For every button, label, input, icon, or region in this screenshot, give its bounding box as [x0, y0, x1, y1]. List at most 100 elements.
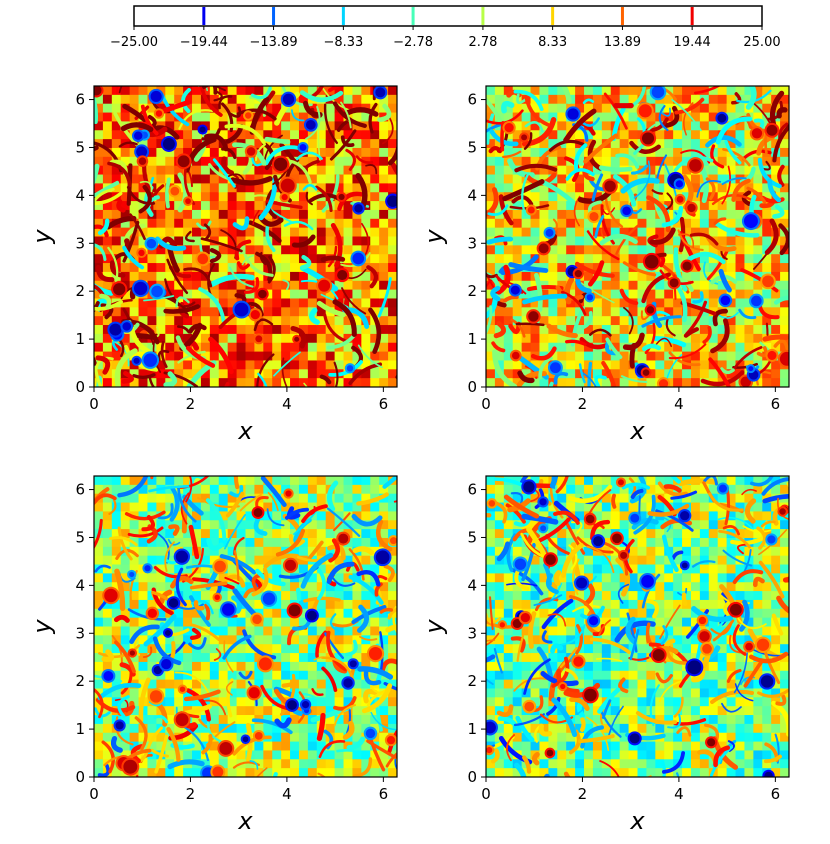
field-cell: [192, 511, 202, 521]
field-cell: [566, 476, 576, 486]
field-filament: [340, 101, 352, 129]
field-cell: [512, 121, 523, 131]
field-cell: [690, 378, 701, 387]
field-cell: [530, 298, 541, 308]
field-cell: [379, 245, 389, 255]
field-cell: [637, 209, 648, 220]
field-cell: [138, 209, 149, 220]
field-cell: [129, 599, 140, 610]
field-cell: [174, 608, 184, 619]
field-cell: [539, 183, 549, 193]
field-cell: [218, 732, 229, 743]
field-cell: [209, 218, 220, 229]
field-cell: [637, 156, 648, 167]
field-cell: [361, 626, 371, 636]
field-cell: [548, 715, 558, 725]
field-cell: [388, 715, 397, 725]
field-filament: [94, 163, 100, 187]
field-cell: [539, 289, 549, 300]
field-cell: [753, 174, 763, 184]
field-filament: [129, 624, 161, 645]
colorbar: −25.00 −19.44 −13.89 −8.33 −2.78 2.78 8.33 13.8…: [110, 5, 781, 50]
field-cell: [655, 103, 665, 114]
field-cell: [370, 112, 380, 123]
field-cell: [236, 325, 247, 335]
field-cell: [655, 192, 665, 202]
field-cell: [486, 360, 496, 370]
field-cell: [690, 112, 701, 123]
field-filament: [279, 673, 296, 716]
field-cell: [735, 325, 746, 335]
field-filament: [382, 476, 397, 489]
field-cell: [290, 476, 300, 486]
field-cell: [272, 484, 282, 495]
field-cell: [584, 236, 594, 246]
field-filament: [564, 276, 575, 305]
field-cell: [592, 121, 603, 131]
field-cell: [147, 537, 157, 548]
field-cell: [370, 333, 380, 344]
field-filament: [705, 177, 716, 200]
field-cell: [780, 289, 789, 300]
field-filament: [198, 287, 226, 323]
field-cell: [566, 360, 576, 370]
field-cell: [120, 564, 131, 574]
field-cell: [209, 369, 220, 379]
field-cell: [254, 254, 264, 264]
field-cell: [361, 555, 371, 566]
field-filament: [164, 541, 175, 572]
field-cell: [610, 201, 621, 211]
field-cell: [664, 147, 674, 158]
field-cell: [726, 183, 737, 193]
field-cell: [281, 591, 291, 601]
field-cell: [156, 218, 166, 229]
field-cell: [102, 351, 113, 362]
field-cell: [245, 493, 256, 504]
field-cell: [352, 280, 362, 291]
field-cell: [227, 732, 238, 743]
field-cell: [753, 139, 763, 149]
field-cell: [298, 661, 309, 672]
field-cell: [494, 511, 505, 521]
field-cell: [361, 307, 371, 317]
field-cell: [272, 360, 282, 370]
field-cell: [334, 139, 345, 149]
vortex-core: [538, 243, 549, 254]
colorbar-frame: [133, 5, 763, 27]
field-cell: [753, 192, 763, 202]
field-cell: [298, 271, 309, 282]
field-filament: [357, 666, 394, 680]
field-cell: [379, 94, 389, 105]
field-cell: [494, 529, 505, 539]
field-cell: [290, 147, 300, 158]
field-cell: [192, 298, 202, 308]
field-filament: [224, 576, 240, 585]
field-filament: [310, 86, 324, 99]
field-cell: [200, 564, 211, 574]
field-cell: [343, 591, 354, 601]
field-cell: [307, 192, 318, 202]
field-cell: [138, 635, 149, 645]
vortex-core: [109, 323, 122, 336]
field-cell: [94, 174, 104, 184]
field-cell: [174, 529, 184, 539]
field-cell: [174, 360, 184, 370]
field-cell: [628, 307, 639, 317]
field-cell: [236, 94, 247, 105]
field-filament: [170, 575, 194, 589]
field-cell: [156, 263, 166, 273]
field-cell: [744, 333, 754, 344]
field-cell: [120, 130, 131, 140]
field-cell: [388, 679, 397, 690]
field-cell: [120, 626, 131, 636]
field-cell: [209, 174, 220, 184]
field-cell: [512, 156, 523, 167]
y-axis-label: y: [28, 229, 56, 245]
field-filament: [303, 382, 308, 387]
field-cell: [566, 653, 576, 663]
field-filament: [114, 341, 130, 367]
vortex-core: [150, 90, 162, 102]
field-cell: [503, 369, 514, 379]
field-cell: [227, 289, 238, 300]
field-cell: [227, 183, 238, 193]
